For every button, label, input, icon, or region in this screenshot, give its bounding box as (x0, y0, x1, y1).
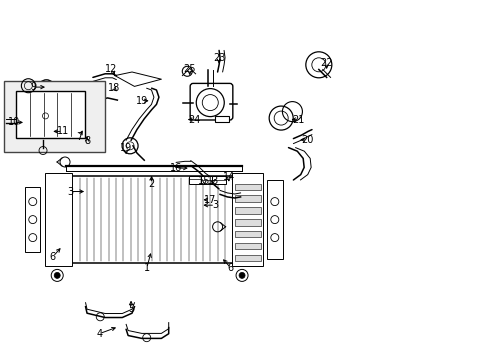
Circle shape (239, 273, 244, 278)
Text: 3: 3 (212, 200, 218, 210)
Text: 22: 22 (320, 58, 332, 68)
Bar (232, 173, 263, 266)
Text: 3: 3 (67, 186, 73, 197)
Text: 13: 13 (206, 176, 219, 186)
FancyBboxPatch shape (190, 84, 232, 120)
Text: 1: 1 (143, 263, 149, 273)
Text: 6: 6 (227, 263, 233, 273)
Text: 2: 2 (148, 179, 154, 189)
Bar (16, 91, 84, 138)
Bar (212, 176, 225, 184)
Bar (234, 207, 260, 214)
Bar (45, 173, 72, 266)
Text: 18: 18 (107, 83, 120, 93)
Text: 25: 25 (183, 64, 196, 74)
Text: 14: 14 (222, 172, 235, 182)
Circle shape (54, 273, 60, 278)
Text: 21: 21 (291, 114, 304, 125)
Text: 9: 9 (30, 82, 36, 92)
Bar (234, 231, 260, 237)
Text: 4: 4 (96, 329, 102, 339)
Text: 11: 11 (56, 126, 69, 136)
Bar (234, 219, 260, 225)
Bar (266, 180, 282, 259)
Bar (234, 243, 260, 249)
Text: 7: 7 (76, 132, 82, 142)
Text: 17: 17 (203, 195, 216, 205)
Text: 6: 6 (50, 252, 56, 262)
Bar (234, 255, 260, 261)
Text: 20: 20 (300, 135, 313, 145)
Bar (234, 195, 260, 202)
Text: 24: 24 (188, 114, 201, 125)
Bar (215, 116, 228, 122)
Bar (188, 176, 202, 184)
Bar (234, 184, 260, 190)
Text: 19: 19 (120, 143, 132, 153)
Text: 10: 10 (7, 117, 20, 127)
Bar (63, 176, 244, 263)
Text: 5: 5 (128, 303, 134, 314)
Text: 12: 12 (105, 64, 118, 74)
Bar (25, 187, 40, 252)
Text: 8: 8 (84, 136, 90, 146)
Text: 15: 15 (198, 176, 210, 186)
Bar (4, 81, 105, 152)
Text: 19: 19 (135, 96, 148, 106)
Text: 16: 16 (169, 163, 182, 173)
Text: 23: 23 (212, 53, 225, 63)
Bar (201, 176, 214, 184)
